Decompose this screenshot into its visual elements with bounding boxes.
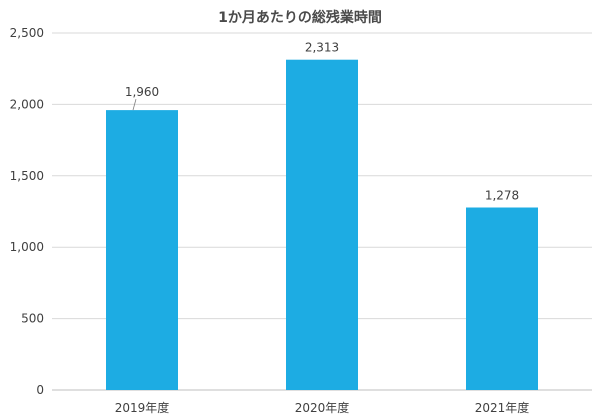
x-tick-label: 2021年度 xyxy=(475,400,530,415)
data-label: 1,278 xyxy=(485,189,519,203)
y-tick-label: 2,000 xyxy=(10,97,44,111)
bar xyxy=(106,110,178,390)
y-tick-label: 2,500 xyxy=(10,26,44,40)
y-axis-tick-labels: 0 500 1,000 1,500 2,000 2,500 xyxy=(10,26,44,397)
data-labels: 1,960 2,313 1,278 xyxy=(125,41,519,203)
bar xyxy=(286,59,358,390)
chart-title: 1か月あたりの総残業時間 xyxy=(218,9,382,26)
y-tick-label: 500 xyxy=(21,312,44,326)
y-tick-label: 1,000 xyxy=(10,240,44,254)
y-tick-label: 0 xyxy=(36,383,44,397)
bars xyxy=(106,59,538,390)
data-label: 2,313 xyxy=(305,41,339,55)
data-label: 1,960 xyxy=(125,85,159,99)
x-axis-tick-labels: 2019年度 2020年度 2021年度 xyxy=(115,400,530,415)
y-tick-label: 1,500 xyxy=(10,169,44,183)
bar xyxy=(466,207,538,390)
data-label-leader-line xyxy=(132,99,137,111)
x-tick-label: 2020年度 xyxy=(295,400,350,415)
x-tick-label: 2019年度 xyxy=(115,400,170,415)
